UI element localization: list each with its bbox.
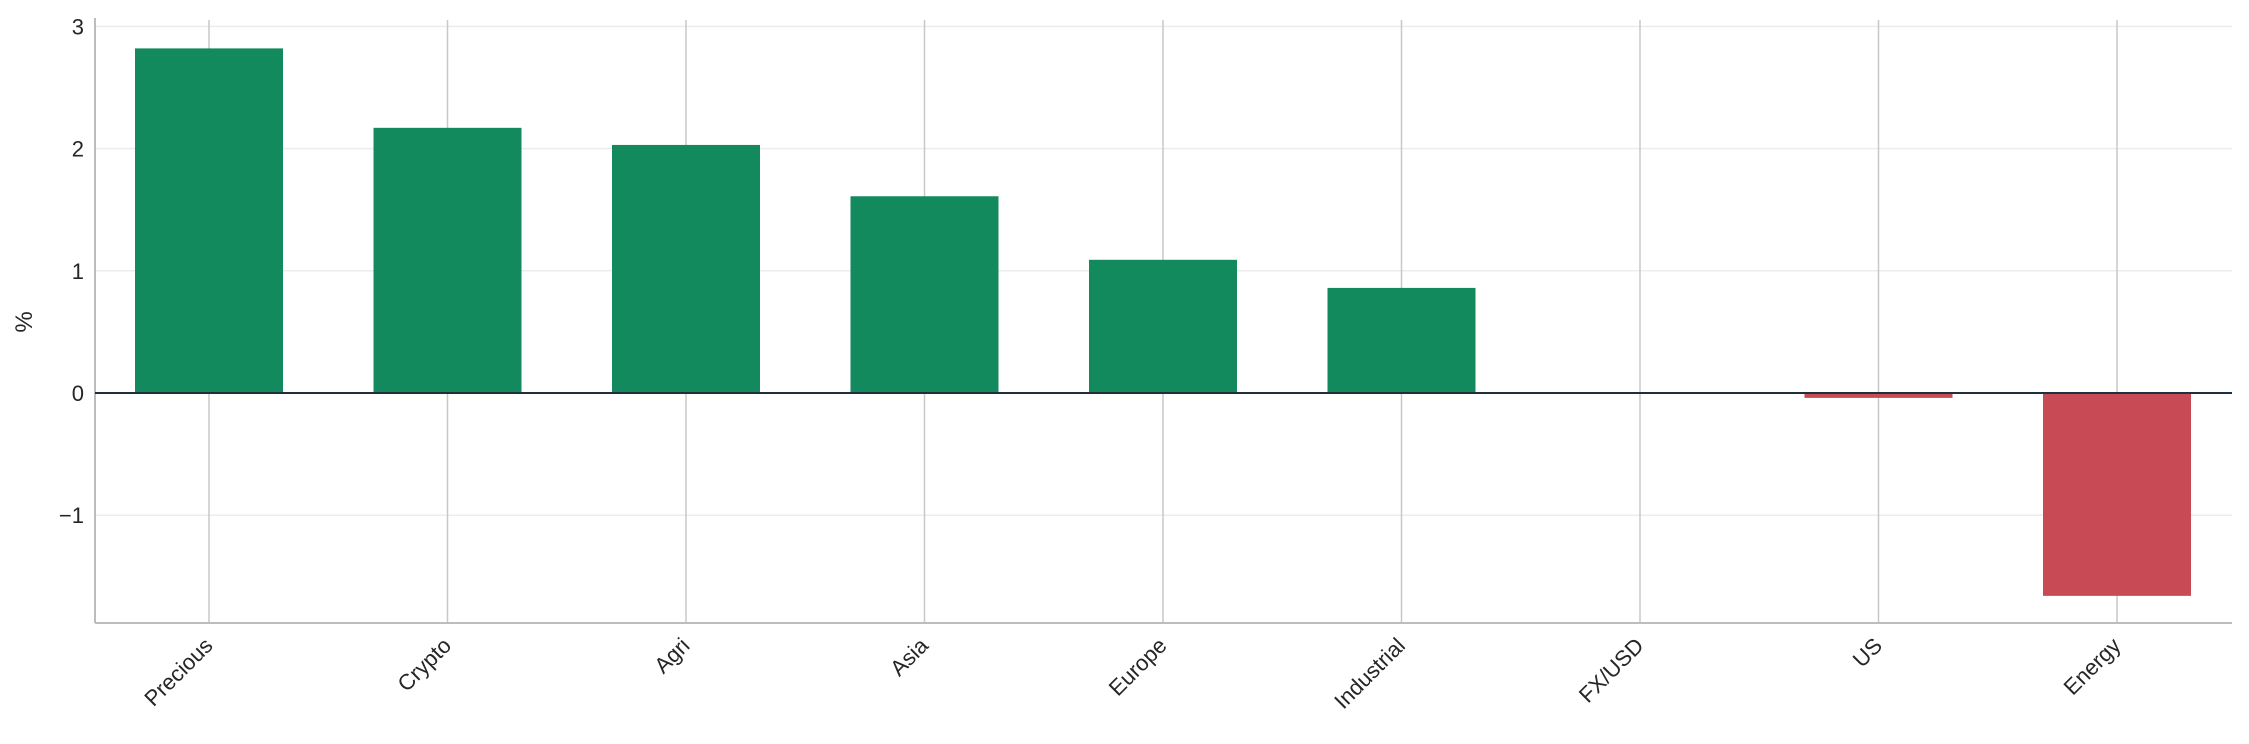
bar-industrial (1327, 287, 1476, 393)
y-axis-label: % (11, 311, 38, 332)
bar-asia (850, 196, 999, 393)
x-tick-label: Industrial (1329, 633, 1410, 714)
y-tick-label: 0 (72, 381, 84, 406)
bar-precious (135, 48, 283, 394)
y-tick-label: 1 (72, 259, 84, 284)
x-tick-label: Europe (1104, 633, 1172, 701)
x-tick-label: Agri (649, 633, 694, 678)
x-tick-label: Crypto (393, 633, 456, 696)
bars (135, 48, 2191, 596)
y-tick-label: 2 (72, 137, 84, 162)
y-tick-label: 3 (72, 14, 84, 39)
y-tick-label: −1 (59, 503, 84, 528)
x-tick-label: Precious (139, 633, 217, 711)
bar-europe (1089, 259, 1237, 393)
bar-us (1804, 393, 1953, 398)
x-tick-label: FX/USD (1574, 633, 1649, 708)
bar-agri (612, 144, 760, 393)
bar-energy (2043, 393, 2191, 596)
x-tick-label: Energy (2059, 633, 2126, 700)
x-tick-label: Asia (885, 632, 933, 680)
x-tick-label: US (1848, 633, 1887, 672)
axes (94, 18, 2232, 624)
bar-crypto (373, 127, 522, 394)
